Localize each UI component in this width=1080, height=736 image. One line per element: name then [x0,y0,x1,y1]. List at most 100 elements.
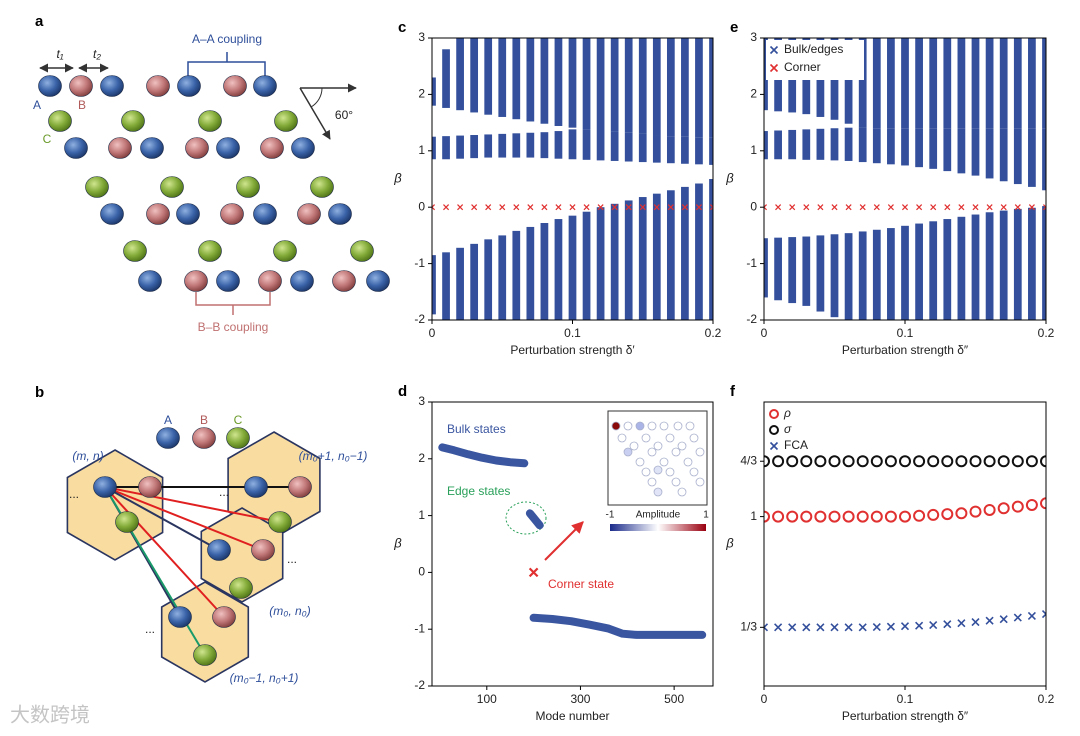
point [844,623,853,632]
site-label: C [234,413,243,427]
band-stripe [432,136,436,160]
panel-d-decor [505,410,708,561]
point [929,620,938,630]
site [138,476,162,498]
y-tick-label: 1/3 [740,619,757,633]
y-axis-label: β [725,535,734,550]
site [328,203,352,225]
point [858,623,867,632]
y-tick-label: 1 [750,143,757,157]
site [268,511,292,533]
band-stripe [681,38,689,137]
inset-site [611,421,621,431]
point [870,510,883,523]
band-stripe [816,235,825,312]
band-stripe [526,132,535,158]
band-stripe [568,215,577,320]
legend-label: Bulk/edges [784,42,843,56]
band-stripe [1042,206,1046,320]
inset-site [683,457,693,467]
y-tick-label: 3 [418,394,425,408]
band-stripe [652,38,661,136]
corner-marker [845,204,852,211]
band-stripe [774,130,782,160]
point [927,455,940,468]
band-stripe [999,210,1008,320]
band-stripe [915,128,923,168]
inset-site [659,457,669,467]
band-stripe [887,38,895,129]
band-stripe [709,179,713,320]
band-stripe [943,38,952,129]
inset-site [695,447,705,457]
bracket [195,292,271,315]
inset-site [673,421,683,431]
point [772,510,785,523]
point [899,510,911,523]
band-stripe [830,128,839,161]
point [1041,610,1046,619]
inset-site [647,421,657,431]
band-stripe [764,238,768,298]
point [969,455,982,468]
point [772,455,785,468]
corner-marker [499,204,506,211]
corner-marker [901,204,909,211]
x-tick-label: 300 [570,692,590,706]
point [997,455,1010,468]
inset-site [635,457,645,467]
corner-marker [709,204,713,211]
point [856,455,869,468]
corner-marker [639,204,646,211]
band-stripe [666,190,675,320]
y-axis-label: β [393,170,402,185]
band-stripe [816,128,825,160]
corner-marker [528,567,539,578]
inset-site [653,465,663,475]
point [802,623,811,632]
legend-marker [769,45,779,55]
inset-site [653,487,663,497]
x-axis-label: Perturbation strength δ″ [842,343,969,357]
band-stripe [456,38,464,111]
point [1025,498,1038,511]
site [93,476,117,498]
point [1040,455,1046,468]
band-stripe [484,134,493,158]
x-tick-label: 100 [477,692,497,706]
site [350,240,374,262]
site [168,606,192,628]
site [229,577,253,599]
band-stripe [788,237,797,304]
band-stripe [554,131,563,159]
ellipsis: ... [219,485,229,499]
band-stripe [695,137,703,165]
y-tick-label: -2 [414,678,425,692]
edge-highlight [505,501,547,535]
inset-site [665,433,675,443]
site [184,270,208,292]
corner-marker [625,204,632,211]
point [828,455,841,468]
point [971,617,980,627]
band-stripe [1028,207,1036,320]
inset-site [623,421,633,431]
site [310,176,334,198]
point [900,622,910,631]
panel-a: a t₁ t₂ A B C A–A coupling B–B coupling … [33,13,390,334]
annotation: Corner state [548,577,614,591]
y-tick-label: 1 [418,508,425,522]
x-tick-label: 0.2 [705,326,722,340]
corner-marker [667,204,674,211]
point [816,623,825,632]
site [253,203,277,225]
inset-site [677,441,687,451]
plot-area [764,455,1046,632]
site [207,539,231,561]
ellipsis: ... [287,552,297,566]
inset-site [671,447,681,457]
plot-frame [431,401,714,687]
y-tick-label: 1 [418,143,425,157]
band-stripe [582,38,591,130]
